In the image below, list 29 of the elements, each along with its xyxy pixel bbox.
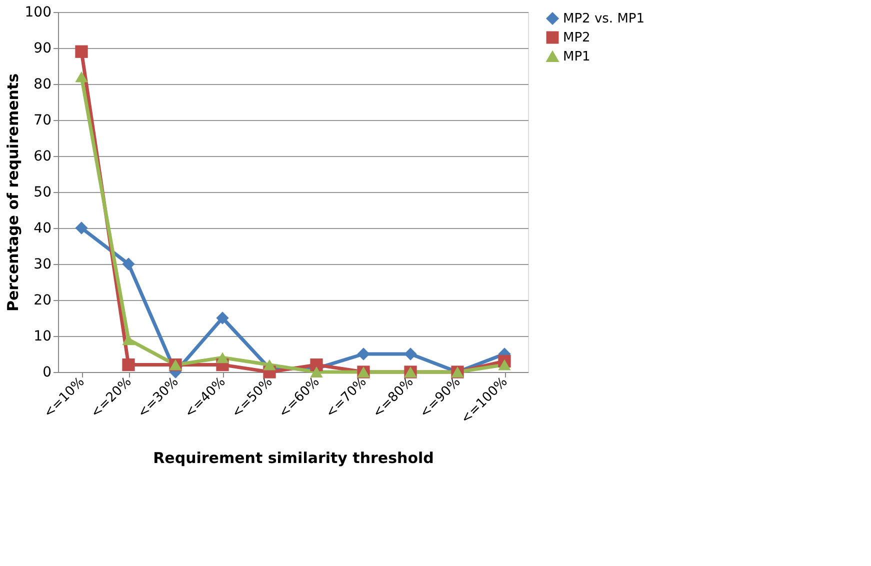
y-tick-label: 40 [34,220,52,236]
legend-label: MP2 [563,30,590,46]
point [498,359,511,370]
point [263,359,276,370]
point [216,352,229,364]
point [122,258,135,270]
y-axis-title: Percentage of requirements [4,73,22,312]
x-axis-title: Requirement similarity threshold [153,449,434,468]
point [310,358,323,372]
point [357,348,370,360]
y-tick-label: 60 [34,148,52,164]
point [310,366,323,378]
point [75,222,88,234]
legend-label: MP2 vs. MP1 [563,12,645,26]
point [404,348,417,360]
y-tick-label: 100 [24,4,52,20]
y-tick-label: 30 [34,256,52,272]
y-tick-label: 50 [34,184,52,200]
y-tick-label: 70 [34,112,52,128]
legend-label: MP1 [563,50,590,64]
point [216,312,229,324]
y-tick-label: 20 [34,292,52,308]
y-tick-label: 10 [34,328,52,344]
y-tick-label: 90 [34,40,52,56]
y-tick-label: 0 [42,364,52,380]
point [75,71,88,82]
point [75,45,88,58]
y-tick-label: 80 [34,76,52,92]
point [122,358,135,372]
